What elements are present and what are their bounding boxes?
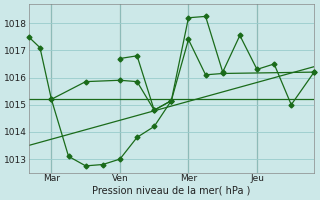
X-axis label: Pression niveau de la mer( hPa ): Pression niveau de la mer( hPa ): [92, 186, 251, 196]
